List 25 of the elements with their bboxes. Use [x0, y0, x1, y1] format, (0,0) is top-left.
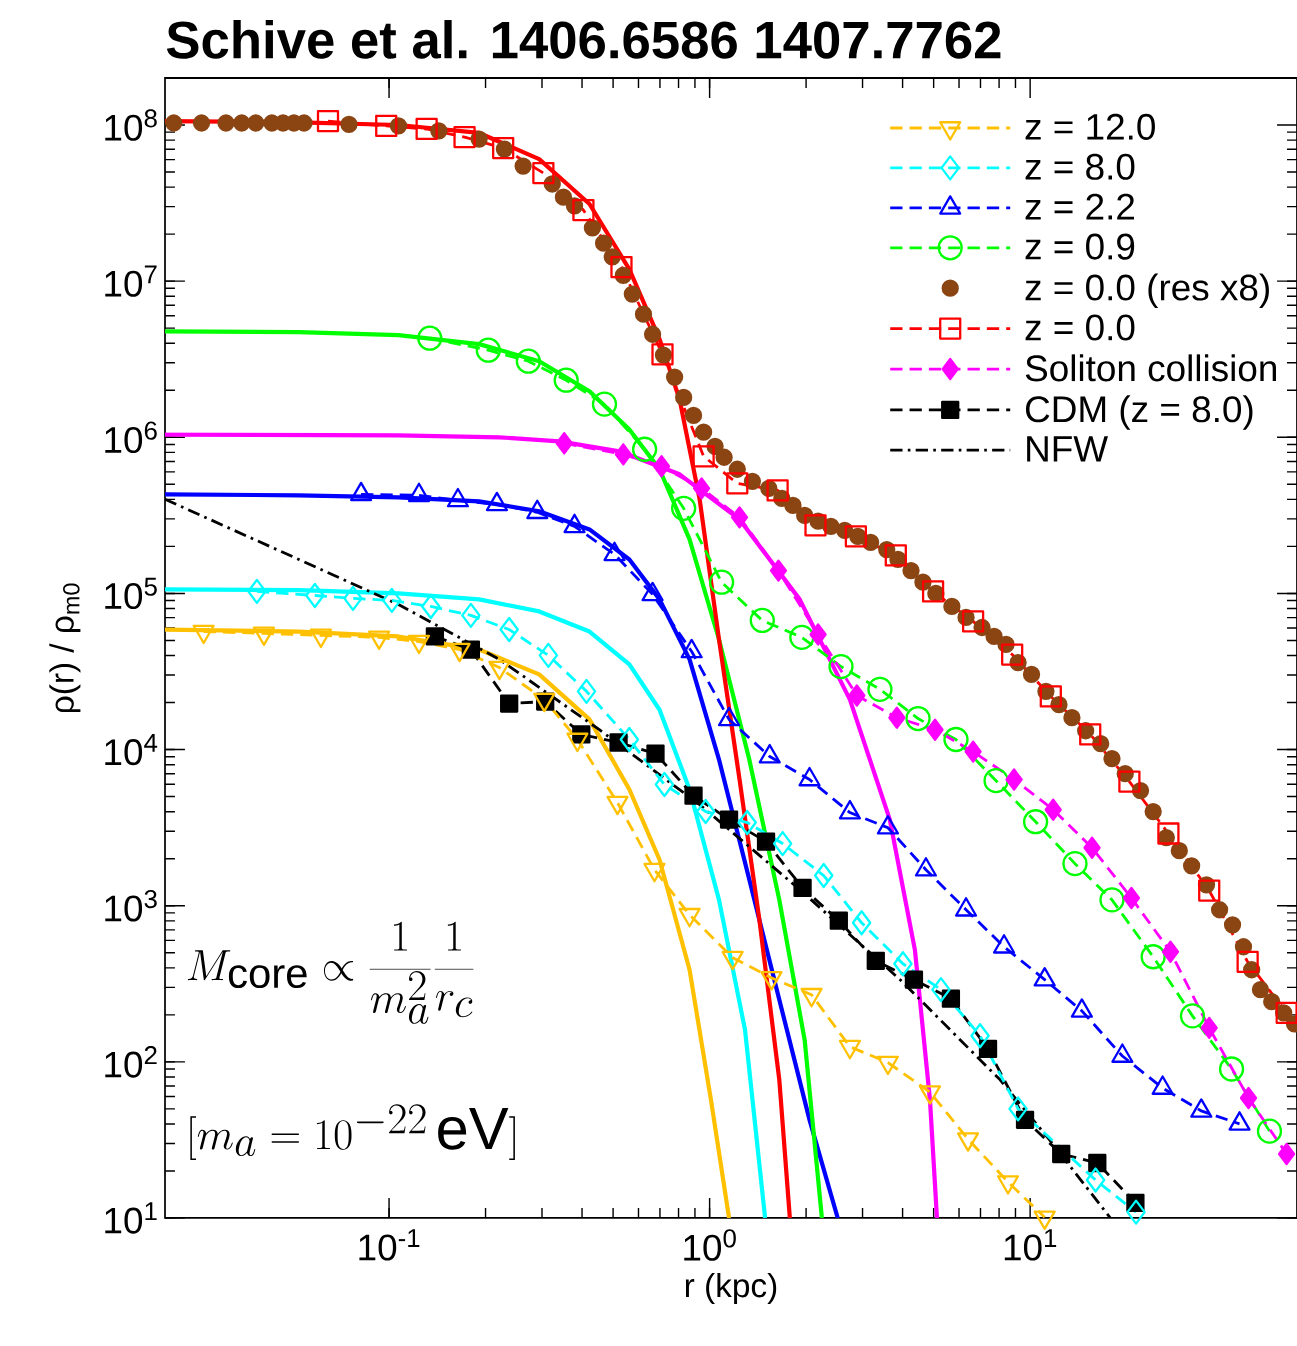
- legend-label: z = 2.2: [1025, 193, 1135, 220]
- x-tick-label: 10$^{1}$: [1004, 1229, 1057, 1261]
- y-tick-label: 10$^{4}$: [105, 733, 158, 766]
- annotation: $M_{\mathrm{core}} \propto \frac{1}{m_a^2}\frac{1}{r_c}$: [187, 921, 474, 1024]
- y-tick-label: 10$^{7}$: [105, 265, 157, 297]
- y-axis-title: ρ(r) / ρ$_{m0}$: [49, 583, 81, 713]
- chart-title: Schive et al. 1406.6586 1407.7762: [166, 20, 1001, 59]
- y-tick-label: 10$^{5}$: [105, 577, 157, 610]
- y-tick-label: 10$^{3}$: [105, 889, 157, 922]
- y-tick-label: 10$^{2}$: [105, 1046, 157, 1078]
- y-tick-label: 10$^{1}$: [105, 1202, 157, 1234]
- annotation: $[m_a = 10^{-22}\,\mathrm{eV}]$: [190, 1104, 515, 1160]
- x-tick-label: 10$^{0}$: [684, 1229, 736, 1261]
- legend-label: CDM (z = 8.0): [1025, 395, 1253, 430]
- legend-label: z = 0.9: [1025, 233, 1135, 260]
- legend-label: NFW: [1027, 436, 1108, 462]
- y-tick-label: 10$^{8}$: [105, 109, 157, 141]
- x-axis-title: r (kpc): [685, 1272, 777, 1304]
- legend-label: z = 0.0 (res x8): [1025, 273, 1269, 308]
- legend-label: z = 12.0: [1025, 113, 1155, 140]
- legend-label: Soliton collision: [1025, 354, 1276, 382]
- legend-label: z = 0.0: [1025, 314, 1135, 341]
- x-tick-label: 10$^{-1}$: [359, 1229, 420, 1261]
- y-tick-label: 10$^{6}$: [105, 421, 157, 454]
- legend-label: z = 8.0: [1025, 153, 1135, 180]
